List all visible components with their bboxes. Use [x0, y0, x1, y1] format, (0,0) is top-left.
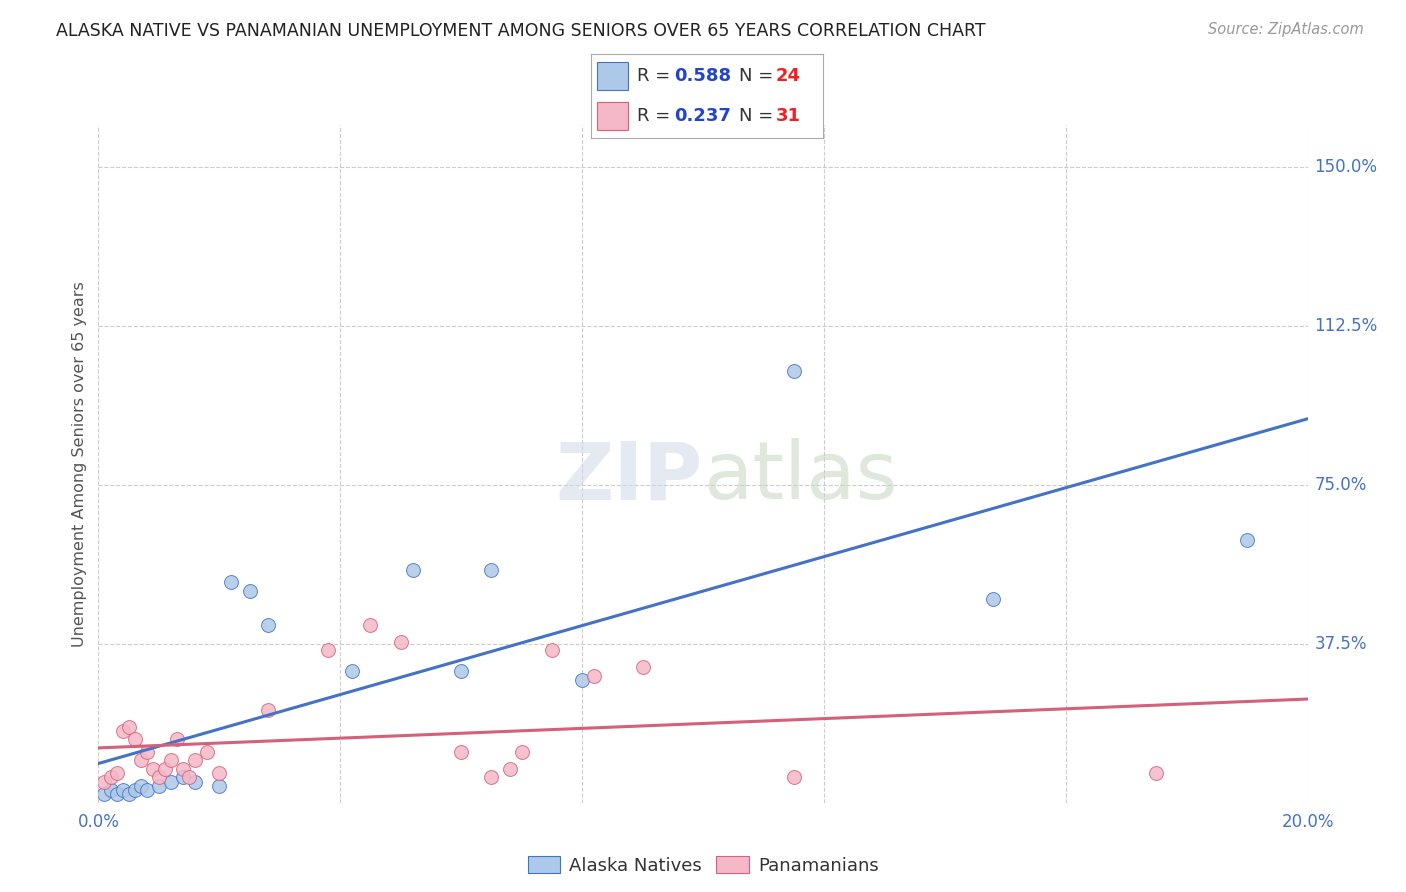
- Point: [256, 703, 278, 717]
- Text: 0.237: 0.237: [673, 107, 731, 125]
- Text: 37.5%: 37.5%: [1315, 635, 1367, 653]
- Point: [256, 617, 278, 632]
- Point: [172, 770, 194, 785]
- Point: [481, 770, 503, 785]
- Bar: [598, 62, 627, 90]
- Point: [135, 745, 157, 759]
- Point: [184, 753, 207, 767]
- Point: [782, 364, 804, 378]
- Point: [208, 779, 231, 793]
- Text: 0.588: 0.588: [673, 67, 731, 85]
- Point: [153, 762, 176, 776]
- Point: [583, 669, 606, 683]
- Point: [540, 643, 562, 657]
- Point: [172, 762, 194, 776]
- Point: [118, 719, 141, 733]
- Point: [105, 788, 128, 801]
- Point: [571, 673, 593, 687]
- Text: 75.0%: 75.0%: [1315, 476, 1367, 494]
- Text: 112.5%: 112.5%: [1315, 318, 1378, 335]
- Point: [1236, 533, 1258, 547]
- Point: [148, 770, 170, 785]
- Point: [1144, 766, 1167, 780]
- Point: [129, 753, 152, 767]
- Point: [177, 770, 201, 785]
- Point: [148, 779, 170, 793]
- Point: [124, 783, 146, 797]
- Point: [160, 753, 183, 767]
- Text: R =: R =: [637, 107, 676, 125]
- Point: [510, 745, 533, 759]
- Point: [450, 745, 472, 759]
- Point: [93, 788, 115, 801]
- Point: [118, 788, 141, 801]
- Point: [105, 766, 128, 780]
- Point: [129, 779, 152, 793]
- Text: N =: N =: [740, 107, 779, 125]
- Point: [498, 762, 520, 776]
- Point: [124, 732, 146, 747]
- Text: 31: 31: [776, 107, 801, 125]
- Point: [111, 783, 134, 797]
- Point: [631, 660, 654, 674]
- Text: R =: R =: [637, 67, 676, 85]
- Point: [389, 635, 412, 649]
- Text: N =: N =: [740, 67, 779, 85]
- Point: [135, 783, 157, 797]
- Point: [111, 723, 134, 738]
- Point: [782, 770, 804, 785]
- Legend: Alaska Natives, Panamanians: Alaska Natives, Panamanians: [520, 848, 886, 882]
- Point: [481, 563, 503, 577]
- Text: atlas: atlas: [703, 438, 897, 516]
- Point: [981, 592, 1004, 607]
- Point: [160, 774, 183, 789]
- Point: [208, 766, 231, 780]
- Point: [221, 575, 243, 590]
- Point: [100, 783, 122, 797]
- Text: 24: 24: [776, 67, 801, 85]
- Point: [402, 563, 425, 577]
- Point: [450, 665, 472, 679]
- Point: [342, 665, 364, 679]
- Text: ALASKA NATIVE VS PANAMANIAN UNEMPLOYMENT AMONG SENIORS OVER 65 YEARS CORRELATION: ALASKA NATIVE VS PANAMANIAN UNEMPLOYMENT…: [56, 22, 986, 40]
- Text: ZIP: ZIP: [555, 438, 703, 516]
- Point: [195, 745, 218, 759]
- Point: [142, 762, 165, 776]
- Text: 150.0%: 150.0%: [1315, 158, 1378, 177]
- Bar: [598, 102, 627, 130]
- Text: Source: ZipAtlas.com: Source: ZipAtlas.com: [1208, 22, 1364, 37]
- Point: [316, 643, 339, 657]
- Point: [360, 617, 382, 632]
- Y-axis label: Unemployment Among Seniors over 65 years: Unemployment Among Seniors over 65 years: [72, 281, 87, 647]
- Point: [184, 774, 207, 789]
- Point: [239, 583, 262, 598]
- Point: [100, 770, 122, 785]
- Point: [166, 732, 188, 747]
- Point: [93, 774, 115, 789]
